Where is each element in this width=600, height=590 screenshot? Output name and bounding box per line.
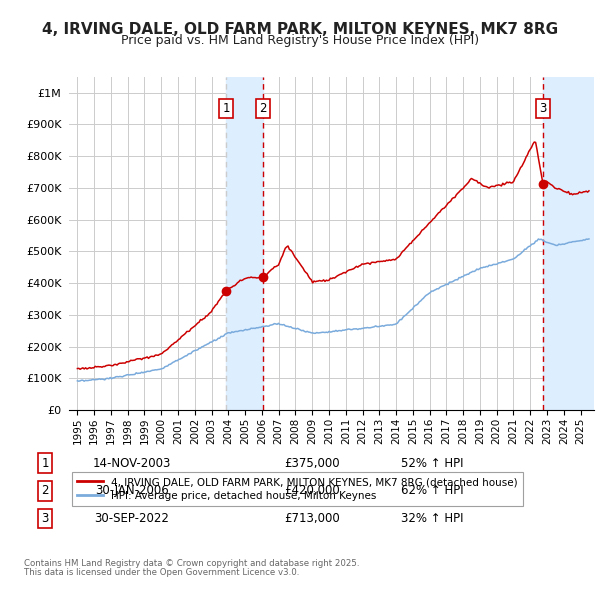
Text: 2: 2 <box>259 102 267 115</box>
Text: Price paid vs. HM Land Registry's House Price Index (HPI): Price paid vs. HM Land Registry's House … <box>121 34 479 47</box>
Bar <box>543 77 594 410</box>
Text: 62% ↑ HPI: 62% ↑ HPI <box>401 484 463 497</box>
Text: This data is licensed under the Open Government Licence v3.0.: This data is licensed under the Open Gov… <box>24 568 299 577</box>
Text: Contains HM Land Registry data © Crown copyright and database right 2025.: Contains HM Land Registry data © Crown c… <box>24 559 359 568</box>
Text: 1: 1 <box>223 102 230 115</box>
Text: 3: 3 <box>539 102 547 115</box>
Text: £713,000: £713,000 <box>284 512 340 525</box>
Text: 3: 3 <box>41 512 49 525</box>
Text: 4, IRVING DALE, OLD FARM PARK, MILTON KEYNES, MK7 8RG: 4, IRVING DALE, OLD FARM PARK, MILTON KE… <box>42 22 558 37</box>
Text: 2: 2 <box>41 484 49 497</box>
Text: £375,000: £375,000 <box>284 457 340 470</box>
Text: 1: 1 <box>41 457 49 470</box>
Legend: 4, IRVING DALE, OLD FARM PARK, MILTON KEYNES, MK7 8RG (detached house), HPI: Ave: 4, IRVING DALE, OLD FARM PARK, MILTON KE… <box>71 472 523 506</box>
Text: 30-SEP-2022: 30-SEP-2022 <box>95 512 169 525</box>
Bar <box>226 77 263 410</box>
Text: 32% ↑ HPI: 32% ↑ HPI <box>401 512 463 525</box>
Text: 52% ↑ HPI: 52% ↑ HPI <box>401 457 463 470</box>
Text: 30-JAN-2006: 30-JAN-2006 <box>95 484 169 497</box>
Text: £420,000: £420,000 <box>284 484 340 497</box>
Text: 14-NOV-2003: 14-NOV-2003 <box>93 457 171 470</box>
